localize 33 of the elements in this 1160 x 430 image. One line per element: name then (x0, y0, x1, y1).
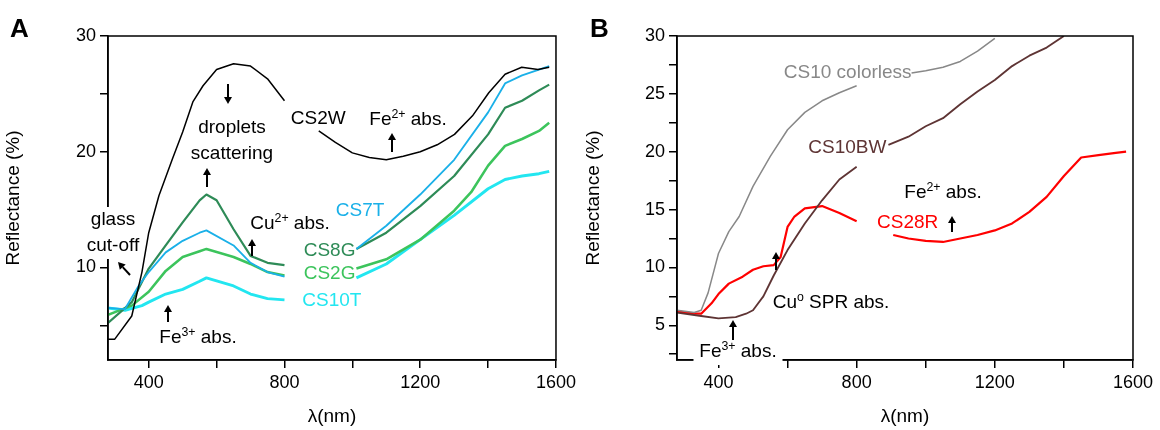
x-tick-label: 400 (703, 371, 734, 392)
y-tick-label: 30 (644, 24, 665, 45)
y-tick-label: 5 (654, 314, 665, 335)
y-tick-label: 10 (75, 256, 96, 277)
x-tick-label: 1200 (400, 371, 441, 392)
x-tick-label: 800 (269, 371, 300, 392)
y-tick-label: 30 (75, 24, 96, 45)
series-label: CS7T (335, 199, 385, 221)
annotation: glass cut-off (86, 208, 140, 256)
y-tick-label: 25 (644, 82, 665, 103)
text: A (10, 13, 29, 44)
x-tick-label: 1600 (535, 371, 576, 392)
x-axis-title: λ(nm) (880, 404, 930, 426)
y-axis-title: Reflectance (%) (581, 130, 603, 266)
series-label: CS2W (290, 107, 346, 129)
series-label: CS2G (303, 261, 356, 283)
series-label: CS28R (877, 211, 939, 233)
series-label: CS10 colorless (783, 61, 912, 83)
x-tick-label: 1200 (974, 371, 1015, 392)
x-tick-label: 400 (133, 371, 164, 392)
x-tick-label: 1600 (1112, 371, 1154, 392)
text: B (590, 13, 609, 44)
series-label: CS10BW (808, 136, 887, 158)
y-tick-label: 20 (644, 140, 665, 161)
x-axis-title: λ(nm) (307, 404, 357, 426)
y-tick-label: 10 (644, 256, 665, 277)
y-tick-label: 15 (644, 198, 665, 219)
y-tick-label: 20 (75, 140, 96, 161)
x-tick-label: 800 (841, 371, 872, 392)
y-axis-title: Reflectance (%) (1, 130, 23, 266)
series-label: CS10T (302, 289, 362, 311)
annotation: droplets scattering (190, 116, 274, 164)
series-label: CS8G (303, 239, 356, 261)
